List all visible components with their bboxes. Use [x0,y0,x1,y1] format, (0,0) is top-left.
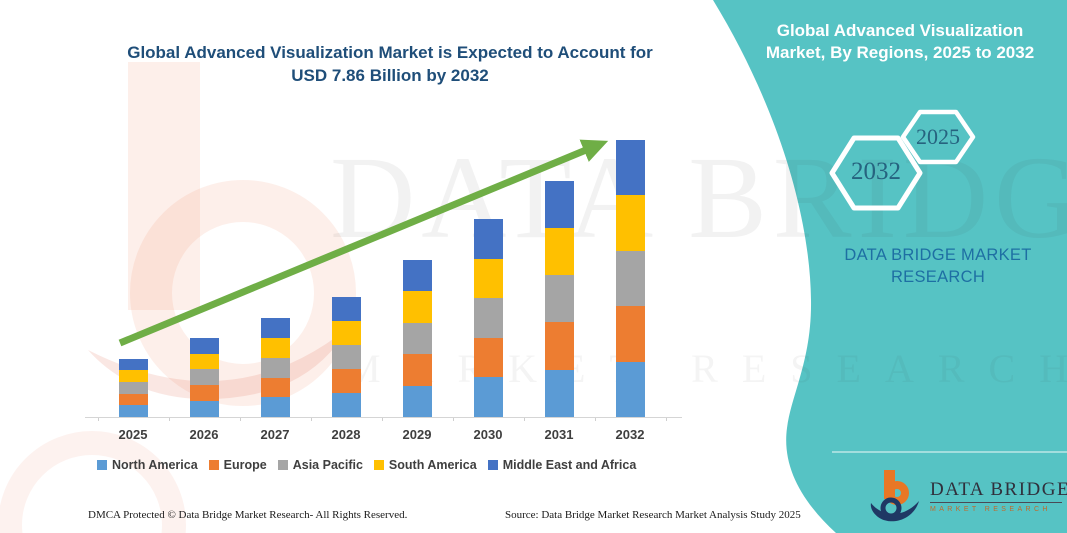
legend-item-europe: Europe [208,458,267,472]
logo-text-block: DATA BRIDGE MARKET RESEARCH [930,468,1067,513]
legend-item-north-america: North America [97,458,198,472]
logo-name-underline [930,502,1062,503]
bar-segment-europe [260,377,290,398]
x-axis-label-2030: 2030 [473,427,503,442]
bar-segment-north-america [118,405,148,417]
legend-item-asia-pacific: Asia Pacific [277,458,363,472]
chart-legend: North America Europe Asia Pacific South Ame… [97,458,636,472]
bar-2032 [615,140,645,417]
bar-segment-asia-pacific [189,369,219,386]
x-axis-tick [97,418,99,421]
bar-segment-europe [331,369,361,394]
legend-label: Europe [223,458,267,472]
bar-segment-middle-east-and-africa [118,358,148,371]
bar-segment-europe [189,385,219,402]
logo-name: DATA BRIDGE [930,479,1067,500]
chart-title-line2: USD 7.86 Billion by 2032 [291,65,489,85]
x-axis-tick [452,418,454,421]
x-axis-label-2025: 2025 [118,427,148,442]
legend-swatch-icon [97,460,107,470]
x-axis-label-2026: 2026 [189,427,219,442]
x-axis-tick [665,418,667,421]
bar-segment-north-america [260,397,290,417]
legend-item-middle-east-and-africa: Middle East and Africa [487,458,637,472]
bar-segment-asia-pacific [118,382,148,394]
hexagon-2032 [829,135,923,211]
x-axis-tick [310,418,312,421]
bar-segment-europe [615,306,645,362]
legend-swatch-icon [373,460,384,470]
data-bridge-logo-icon [870,470,919,522]
bar-segment-south-america [118,370,148,383]
x-axis-label-2028: 2028 [331,427,361,442]
chart-title: Global Advanced Visualization Market is … [95,42,685,88]
bar-segment-north-america [615,361,645,417]
hexagon-2025 [900,109,976,165]
brand-text: DATA BRIDGE MARKET RESEARCH [844,246,1032,287]
bar-segment-asia-pacific [331,345,361,370]
bar-segment-north-america [331,393,361,417]
logo-divider [832,451,1067,453]
x-axis-line [85,417,682,418]
bar-segment-middle-east-and-africa [615,140,645,196]
bar-segment-north-america [402,385,432,417]
legend-swatch-icon [487,460,498,470]
x-axis-label-2029: 2029 [402,427,432,442]
x-axis-tick [523,418,525,421]
hexagon-2025-label: 2025 [916,124,960,149]
legend-swatch-icon [277,460,288,470]
legend-swatch-icon [208,460,219,470]
chart-title-line1: Global Advanced Visualization Market is … [127,43,653,62]
bar-segment-asia-pacific [260,357,290,378]
x-axis-tick [381,418,383,421]
x-axis-label-2027: 2027 [260,427,290,442]
legend-label: Asia Pacific [292,458,363,472]
bar-segment-europe [402,354,432,386]
x-axis-tick [168,418,170,421]
dmca-text: DMCA Protected © Data Bridge Market Rese… [88,509,408,521]
bar-segment-europe [118,393,148,406]
legend-label: Middle East and Africa [502,458,637,472]
legend-label: North America [112,458,198,472]
x-axis-tick [239,418,241,421]
side-panel-title-line1: Global Advanced Visualization [776,21,1024,40]
side-panel-title: Global Advanced Visualization Market, By… [742,20,1058,65]
x-axis-tick [594,418,596,421]
x-axis-label-2032: 2032 [615,427,645,442]
bar-segment-north-america [189,401,219,417]
bar-segment-asia-pacific [615,250,645,307]
legend-label: South America [388,458,477,472]
logo-subtitle: MARKET RESEARCH [930,506,1051,513]
source-text: Source: Data Bridge Market Research Mark… [505,509,801,521]
bar-2025 [118,358,148,417]
bar-segment-south-america [615,195,645,251]
bar-segment-north-america [473,377,503,417]
bar-segment-south-america [189,353,219,370]
brand-logo: DATA BRIDGE MARKET RESEARCH [868,468,1067,526]
legend-item-south-america: South America [373,458,477,472]
hexagon-2032-label: 2032 [851,158,901,185]
bar-segment-north-america [544,369,574,417]
x-axis-label-2031: 2031 [544,427,574,442]
side-panel-title-line2: Market, By Regions, 2025 to 2032 [765,43,1035,63]
